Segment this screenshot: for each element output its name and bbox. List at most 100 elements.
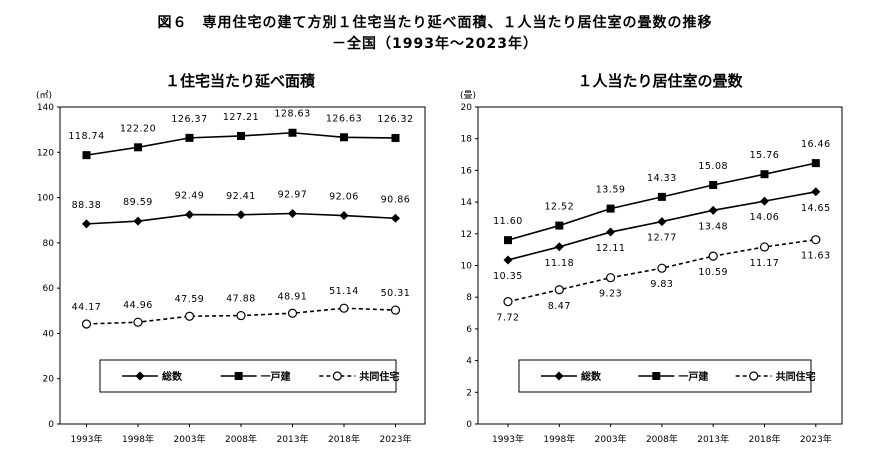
data-point xyxy=(657,192,666,201)
data-label: 14.65 xyxy=(801,203,831,214)
data-point xyxy=(237,131,245,140)
data-label: 89.59 xyxy=(123,197,153,208)
x-tick-label: 2008年 xyxy=(646,433,678,445)
y-tick-label: 16 xyxy=(461,166,473,176)
data-label: 12.11 xyxy=(596,243,626,254)
legend-marker xyxy=(554,371,564,381)
y-tick-label: 40 xyxy=(43,329,55,339)
data-label: 9.83 xyxy=(650,279,673,290)
data-label: 15.76 xyxy=(750,150,780,161)
data-point xyxy=(340,133,348,142)
figure-subtitle: －全国（1993年～2023年） xyxy=(332,36,538,52)
data-label: 11.63 xyxy=(801,251,831,262)
legend: 総数 一戸建 共同住宅 xyxy=(99,359,399,393)
x-tick-label: 1998年 xyxy=(122,433,154,445)
chart-title: １人当たり居住室の畳数 xyxy=(577,72,743,90)
legend-marker xyxy=(332,371,342,381)
chart-2: １人当たり居住室の畳数 (畳) 0 2 4 6 8 10 12 14 16 18 20 1993年 1998… xyxy=(460,72,843,445)
data-label: 126.63 xyxy=(326,113,362,124)
y-tick-label: 0 xyxy=(48,420,54,430)
data-label: 47.59 xyxy=(175,294,205,305)
data-point xyxy=(288,128,297,137)
data-label: 13.48 xyxy=(698,221,728,232)
data-point xyxy=(760,196,769,206)
data-point xyxy=(236,210,246,220)
data-label: 44.96 xyxy=(123,300,153,311)
legend-marker xyxy=(234,372,243,380)
y-tick-label: 4 xyxy=(466,357,472,367)
data-point xyxy=(287,308,298,318)
y-tick-label: 10 xyxy=(461,262,473,272)
data-label: 126.37 xyxy=(171,114,207,125)
data-label: 10.59 xyxy=(698,267,728,278)
series-2: 11.60 12.52 13.59 14.33 15.08 15.76 16.46 xyxy=(493,139,831,245)
data-point xyxy=(504,236,512,245)
data-label: 10.35 xyxy=(493,271,523,282)
data-point xyxy=(708,251,718,261)
x-tick-label: 2018年 xyxy=(328,433,360,445)
x-tick-label: 2018年 xyxy=(749,433,781,445)
data-label: 92.41 xyxy=(226,191,256,202)
data-label: 12.52 xyxy=(544,202,574,213)
y-tick-label: 12 xyxy=(461,230,472,240)
data-label: 118.74 xyxy=(68,131,104,142)
data-label: 12.77 xyxy=(647,233,677,244)
data-point xyxy=(82,151,91,160)
data-point xyxy=(657,217,667,227)
y-tick-label: 20 xyxy=(43,375,55,385)
legend-marker xyxy=(652,372,661,380)
legend-marker xyxy=(135,371,145,381)
legend-label: 総数 xyxy=(581,370,602,383)
data-label: 47.88 xyxy=(226,294,256,305)
y-tick-label: 18 xyxy=(461,135,473,145)
data-point xyxy=(82,219,91,229)
data-point xyxy=(605,273,616,283)
data-point xyxy=(760,170,769,179)
data-point xyxy=(555,221,564,230)
data-label: 11.17 xyxy=(750,258,780,269)
data-point xyxy=(339,303,349,313)
data-point xyxy=(391,213,400,223)
data-point xyxy=(133,317,143,327)
x-tick-label: 2003年 xyxy=(174,433,206,445)
data-label: 92.49 xyxy=(175,191,205,202)
series-1: 10.35 11.18 12.11 12.77 13.48 14.06 14.65 xyxy=(493,187,831,282)
legend-label: 共同住宅 xyxy=(359,370,399,383)
legend-label: 共同住宅 xyxy=(776,370,816,383)
data-label: 92.97 xyxy=(278,189,308,200)
y-tick-label: 8 xyxy=(466,293,472,303)
y-tick-label: 140 xyxy=(37,103,54,113)
data-point xyxy=(503,297,513,307)
data-label: 122.20 xyxy=(120,123,156,134)
data-point xyxy=(391,133,400,142)
data-label: 48.91 xyxy=(278,291,308,302)
y-tick-label: 6 xyxy=(466,325,472,335)
data-label: 7.72 xyxy=(496,313,519,324)
legend-marker xyxy=(749,371,759,381)
x-tick-label: 2013年 xyxy=(277,433,309,445)
x-tick-label: 2023年 xyxy=(380,433,412,445)
data-label: 15.08 xyxy=(698,161,728,172)
plot-area xyxy=(59,106,426,425)
data-point xyxy=(708,205,718,215)
data-point xyxy=(339,211,349,221)
data-point xyxy=(606,204,615,213)
x-tick-label: 1998年 xyxy=(543,433,575,445)
legend-label: 総数 xyxy=(162,370,183,383)
data-label: 128.63 xyxy=(274,109,310,120)
legend-label: 一戸建 xyxy=(261,370,292,383)
data-label: 16.46 xyxy=(801,139,831,150)
data-label: 13.59 xyxy=(596,185,626,196)
data-label: 44.17 xyxy=(72,302,102,313)
data-point xyxy=(133,216,143,226)
x-tick-label: 2023年 xyxy=(800,433,832,445)
y-tick-label: 60 xyxy=(43,284,55,294)
data-point xyxy=(236,310,246,321)
data-point xyxy=(134,143,142,152)
data-point xyxy=(288,208,297,218)
data-point xyxy=(185,133,194,142)
data-point xyxy=(554,242,564,252)
y-tick-label: 2 xyxy=(466,388,472,398)
data-point xyxy=(606,227,616,237)
